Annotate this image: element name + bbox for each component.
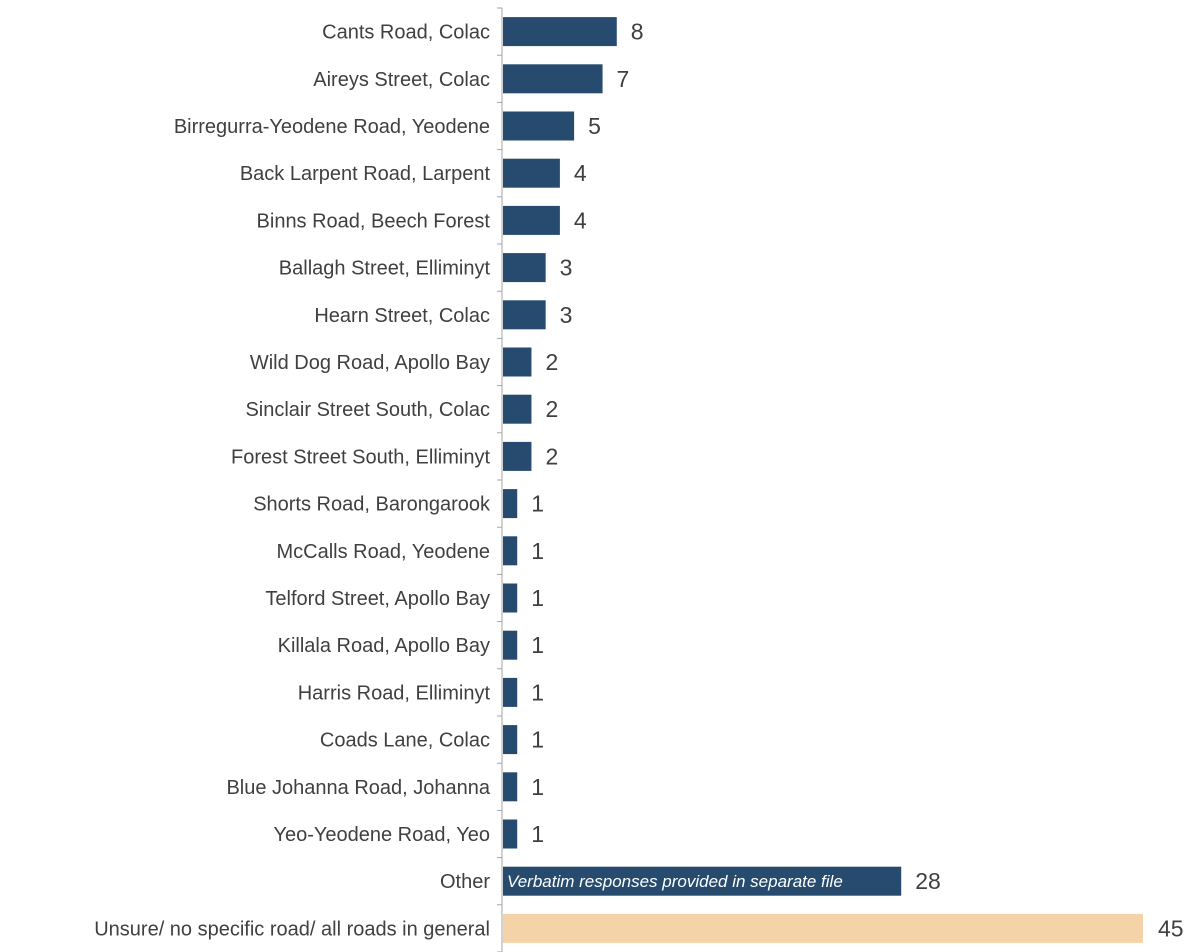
category-label: Sinclair Street South, Colac	[245, 399, 490, 421]
data-label: 1	[531, 727, 544, 753]
bar	[503, 536, 518, 566]
data-label: 2	[545, 443, 558, 469]
labels-layer: Cants Road, Colac 8 Aireys Street, Colac 7 B…	[94, 19, 1183, 942]
data-label: 1	[531, 585, 544, 611]
category-label: Ballagh Street, Elliminyt	[279, 258, 491, 280]
bar	[503, 819, 518, 849]
data-label: 3	[560, 255, 573, 281]
category-label: McCalls Road, Yeodene	[277, 541, 490, 563]
bar	[503, 866, 902, 896]
bar	[503, 772, 518, 802]
data-label: 5	[588, 113, 601, 139]
data-label: 45	[1158, 915, 1184, 941]
bar	[503, 253, 546, 283]
bar	[503, 205, 560, 235]
data-label: 4	[574, 160, 587, 186]
data-label: 1	[531, 821, 544, 847]
data-label: 7	[617, 66, 630, 92]
bar	[503, 725, 518, 755]
data-label: 1	[531, 491, 544, 517]
bars-layer	[503, 17, 1143, 943]
category-label: Other	[440, 871, 490, 893]
category-label: Back Larpent Road, Larpent	[240, 163, 491, 185]
bar	[503, 677, 518, 707]
category-label: Forest Street South, Elliminyt	[231, 446, 490, 468]
bar	[503, 913, 1143, 943]
category-label: Binns Road, Beech Forest	[257, 210, 491, 232]
data-label: 2	[545, 349, 558, 375]
data-label: 4	[574, 207, 587, 233]
data-label: 2	[545, 396, 558, 422]
data-label: 1	[531, 679, 544, 705]
category-label: Killala Road, Apollo Bay	[278, 635, 490, 657]
category-label: Birregurra-Yeodene Road, Yeodene	[174, 116, 490, 138]
data-label: 1	[531, 632, 544, 658]
category-label: Unsure/ no specific road/ all roads in g…	[94, 918, 490, 940]
bar	[503, 347, 532, 377]
category-label: Coads Lane, Colac	[320, 730, 490, 752]
category-label: Aireys Street, Colac	[313, 69, 490, 91]
axis-layer	[497, 7, 503, 952]
bar	[503, 300, 546, 330]
bar	[503, 489, 518, 519]
bar	[503, 64, 603, 94]
bar	[503, 17, 617, 47]
data-label: 1	[531, 538, 544, 564]
category-label: Shorts Road, Barongarook	[253, 494, 491, 516]
bar	[503, 111, 575, 141]
category-label: Cants Road, Colac	[322, 22, 490, 44]
bar	[503, 630, 518, 660]
bar	[503, 158, 560, 188]
data-label: 3	[560, 302, 573, 328]
bar-annotation: Verbatim responses provided in separate …	[507, 872, 843, 891]
category-label: Yeo-Yeodene Road, Yeo	[273, 824, 490, 846]
bar	[503, 441, 532, 471]
category-label: Hearn Street, Colac	[314, 305, 490, 327]
category-label: Wild Dog Road, Apollo Bay	[250, 352, 490, 374]
bar	[503, 583, 518, 613]
category-label: Harris Road, Elliminyt	[298, 682, 491, 704]
data-label: 28	[915, 868, 941, 894]
category-label: Blue Johanna Road, Johanna	[226, 777, 490, 799]
data-label: 8	[631, 19, 644, 45]
data-label: 1	[531, 774, 544, 800]
category-label: Telford Street, Apollo Bay	[265, 588, 490, 610]
bar	[503, 394, 532, 424]
